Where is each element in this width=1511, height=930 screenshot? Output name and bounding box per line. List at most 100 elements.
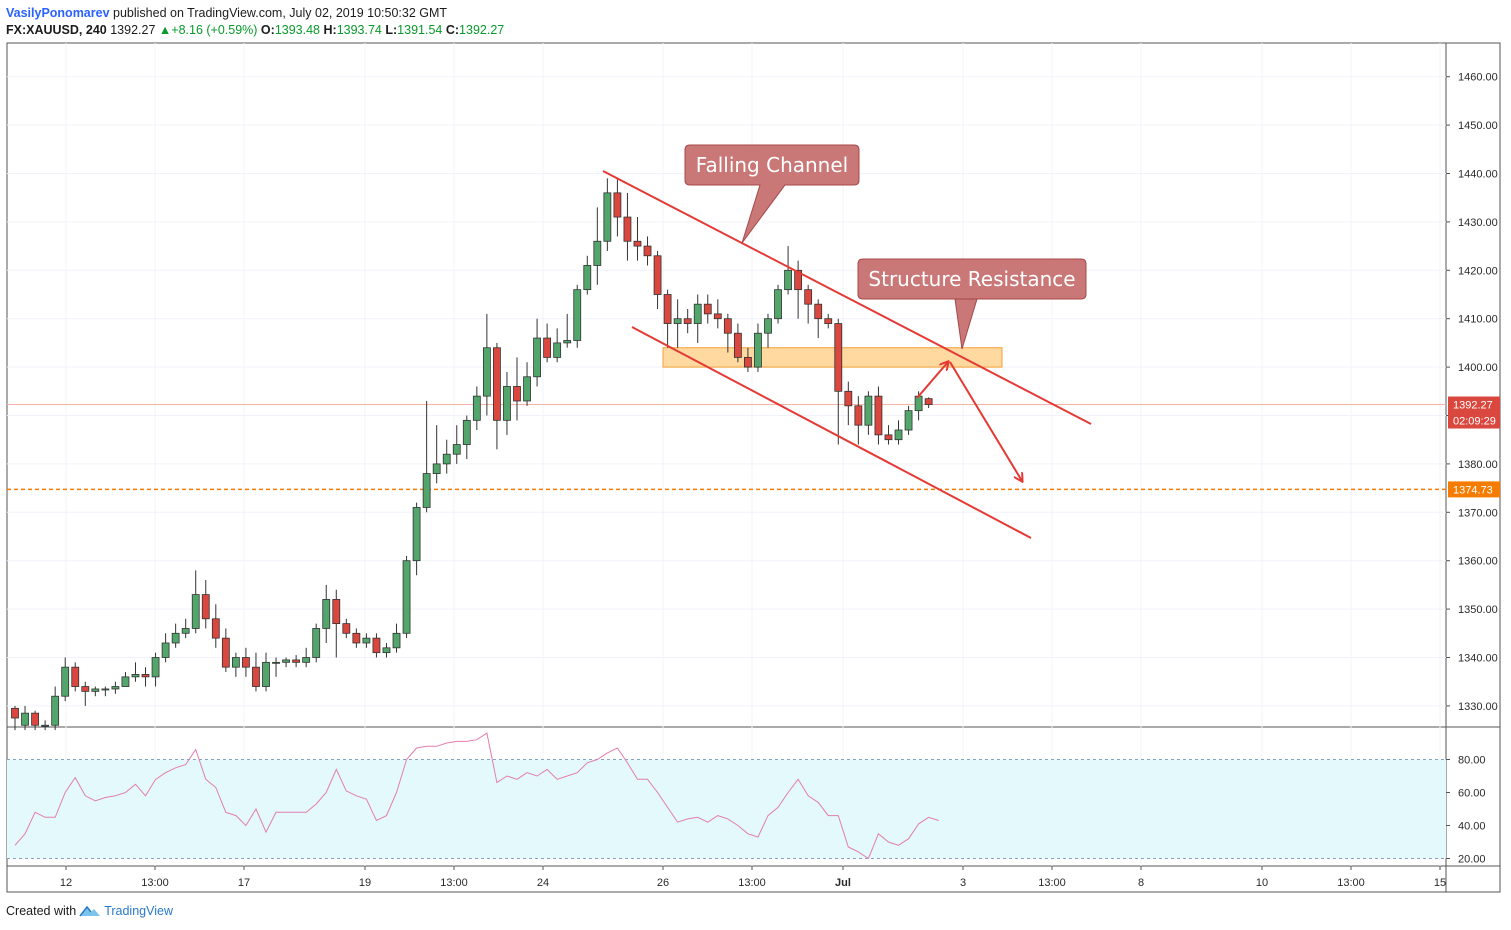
candle-body <box>302 657 311 663</box>
candle-body <box>422 473 431 508</box>
candle-body <box>262 661 270 687</box>
candle-body <box>242 657 250 668</box>
candle-body <box>141 674 150 678</box>
candle-body <box>312 628 321 658</box>
candle-body <box>71 666 80 687</box>
footer: Created with TradingView <box>6 904 173 918</box>
price-tick-label: 1380.00 <box>1458 459 1498 471</box>
level-price-badge <box>1448 481 1500 498</box>
drawings[interactable] <box>602 170 1092 539</box>
publish-line: VasilyPonomarev published on TradingView… <box>6 5 504 22</box>
candle-body <box>81 686 90 692</box>
candle-body <box>61 666 70 697</box>
high-label: H: <box>323 23 337 37</box>
callouts[interactable]: Falling Channel Structure Resistance <box>684 144 1087 350</box>
author-link[interactable]: VasilyPonomarev <box>6 6 110 20</box>
symbol-label[interactable]: FX:XAUUSD, 240 <box>6 23 107 37</box>
structure-resistance-callout-text: Structure Resistance <box>868 267 1075 291</box>
rsi-axis[interactable]: 80.00 60.00 40.00 20.00 <box>1446 755 1486 866</box>
candle-body <box>563 340 572 344</box>
rsi-line-group <box>14 732 939 860</box>
candle-body <box>432 463 441 474</box>
candle-body <box>894 429 903 441</box>
brand-label[interactable]: TradingView <box>104 904 173 918</box>
candle-body <box>41 724 50 727</box>
candle-body <box>583 265 592 291</box>
last-price: 1392.27 <box>110 23 156 37</box>
candle-body <box>914 395 923 412</box>
rsi-band <box>7 759 1446 859</box>
candle-body <box>593 240 602 266</box>
candle-body <box>643 245 652 257</box>
arrow-down <box>949 361 1022 481</box>
price-tick-label: 1410.00 <box>1458 314 1498 326</box>
candle-body <box>663 294 672 324</box>
price-labels: 1392.27 02:09:29 1374.73 <box>1448 396 1500 498</box>
close-value: 1392.27 <box>459 23 505 37</box>
countdown-label: 02:09:29 <box>1453 416 1496 428</box>
candle-body <box>924 398 933 405</box>
time-tick-label: 3 <box>960 877 966 889</box>
candle-body <box>693 303 702 324</box>
price-axis[interactable]: 1460.00 1450.00 1440.00 1430.00 1420.00 1410.… <box>1446 72 1498 713</box>
price-tick-label: 1440.00 <box>1458 169 1498 181</box>
candle-body <box>703 303 712 315</box>
price-tick-label: 1340.00 <box>1458 653 1498 665</box>
time-tick-label: 17 <box>238 877 250 889</box>
candle-body <box>874 395 883 436</box>
candle-body <box>683 318 692 324</box>
candle-body <box>342 623 351 634</box>
price-tick-label: 1430.00 <box>1458 217 1498 229</box>
tradingview-logo-icon[interactable] <box>79 904 101 918</box>
candle-body <box>533 337 541 378</box>
candle-body <box>884 434 893 441</box>
candle-body <box>292 659 301 663</box>
rsi-tick-label: 60.00 <box>1458 788 1486 800</box>
candle-body <box>723 318 732 334</box>
candle-body <box>452 444 461 455</box>
candle-body <box>21 712 29 726</box>
candle-body <box>362 637 371 644</box>
candle-body <box>804 289 813 305</box>
close-label: C: <box>445 23 460 37</box>
candle-body <box>744 357 752 368</box>
price-tick-label: 1450.00 <box>1458 120 1498 132</box>
rsi-tick-label: 20.00 <box>1458 854 1486 866</box>
up-arrow-icon: ▲ <box>158 23 172 37</box>
price-tick-label: 1350.00 <box>1458 604 1498 616</box>
time-axis[interactable]: 12 13:00 17 19 13:00 24 26 13:00 Jul 3 13:00 8 10 13:… <box>60 866 1446 889</box>
level-line[interactable] <box>7 404 1446 491</box>
candle-body <box>252 666 260 687</box>
candle-body <box>904 410 913 431</box>
structure-resistance-callout-bubble <box>857 258 1087 350</box>
candle-body <box>352 632 361 644</box>
candle-body <box>733 332 742 358</box>
price-tick-label: 1400.00 <box>1458 362 1498 374</box>
candle-body <box>221 637 230 668</box>
candle-body <box>171 632 180 644</box>
candle-body <box>573 289 582 341</box>
arrow-up <box>916 362 948 399</box>
created-with-label: Created with <box>6 904 77 918</box>
candle-body <box>713 313 722 320</box>
candle-body <box>653 255 662 295</box>
time-tick-label: 13:00 <box>141 877 169 889</box>
candle-body <box>181 628 190 634</box>
candle-body <box>201 594 210 620</box>
candle-body <box>794 269 803 291</box>
time-tick-label: 13:00 <box>738 877 766 889</box>
candle-body <box>864 395 873 426</box>
candle-body <box>322 599 331 629</box>
candle-body <box>824 318 833 324</box>
candle-body <box>673 318 682 324</box>
candle-body <box>482 347 491 397</box>
candle-body <box>854 405 863 426</box>
candle-body <box>91 688 100 692</box>
candle-body <box>472 395 481 421</box>
candle-body <box>613 192 622 218</box>
price-tick-label: 1360.00 <box>1458 556 1498 568</box>
candle-body <box>764 318 772 334</box>
candle-body <box>493 347 501 421</box>
candles <box>11 178 933 731</box>
